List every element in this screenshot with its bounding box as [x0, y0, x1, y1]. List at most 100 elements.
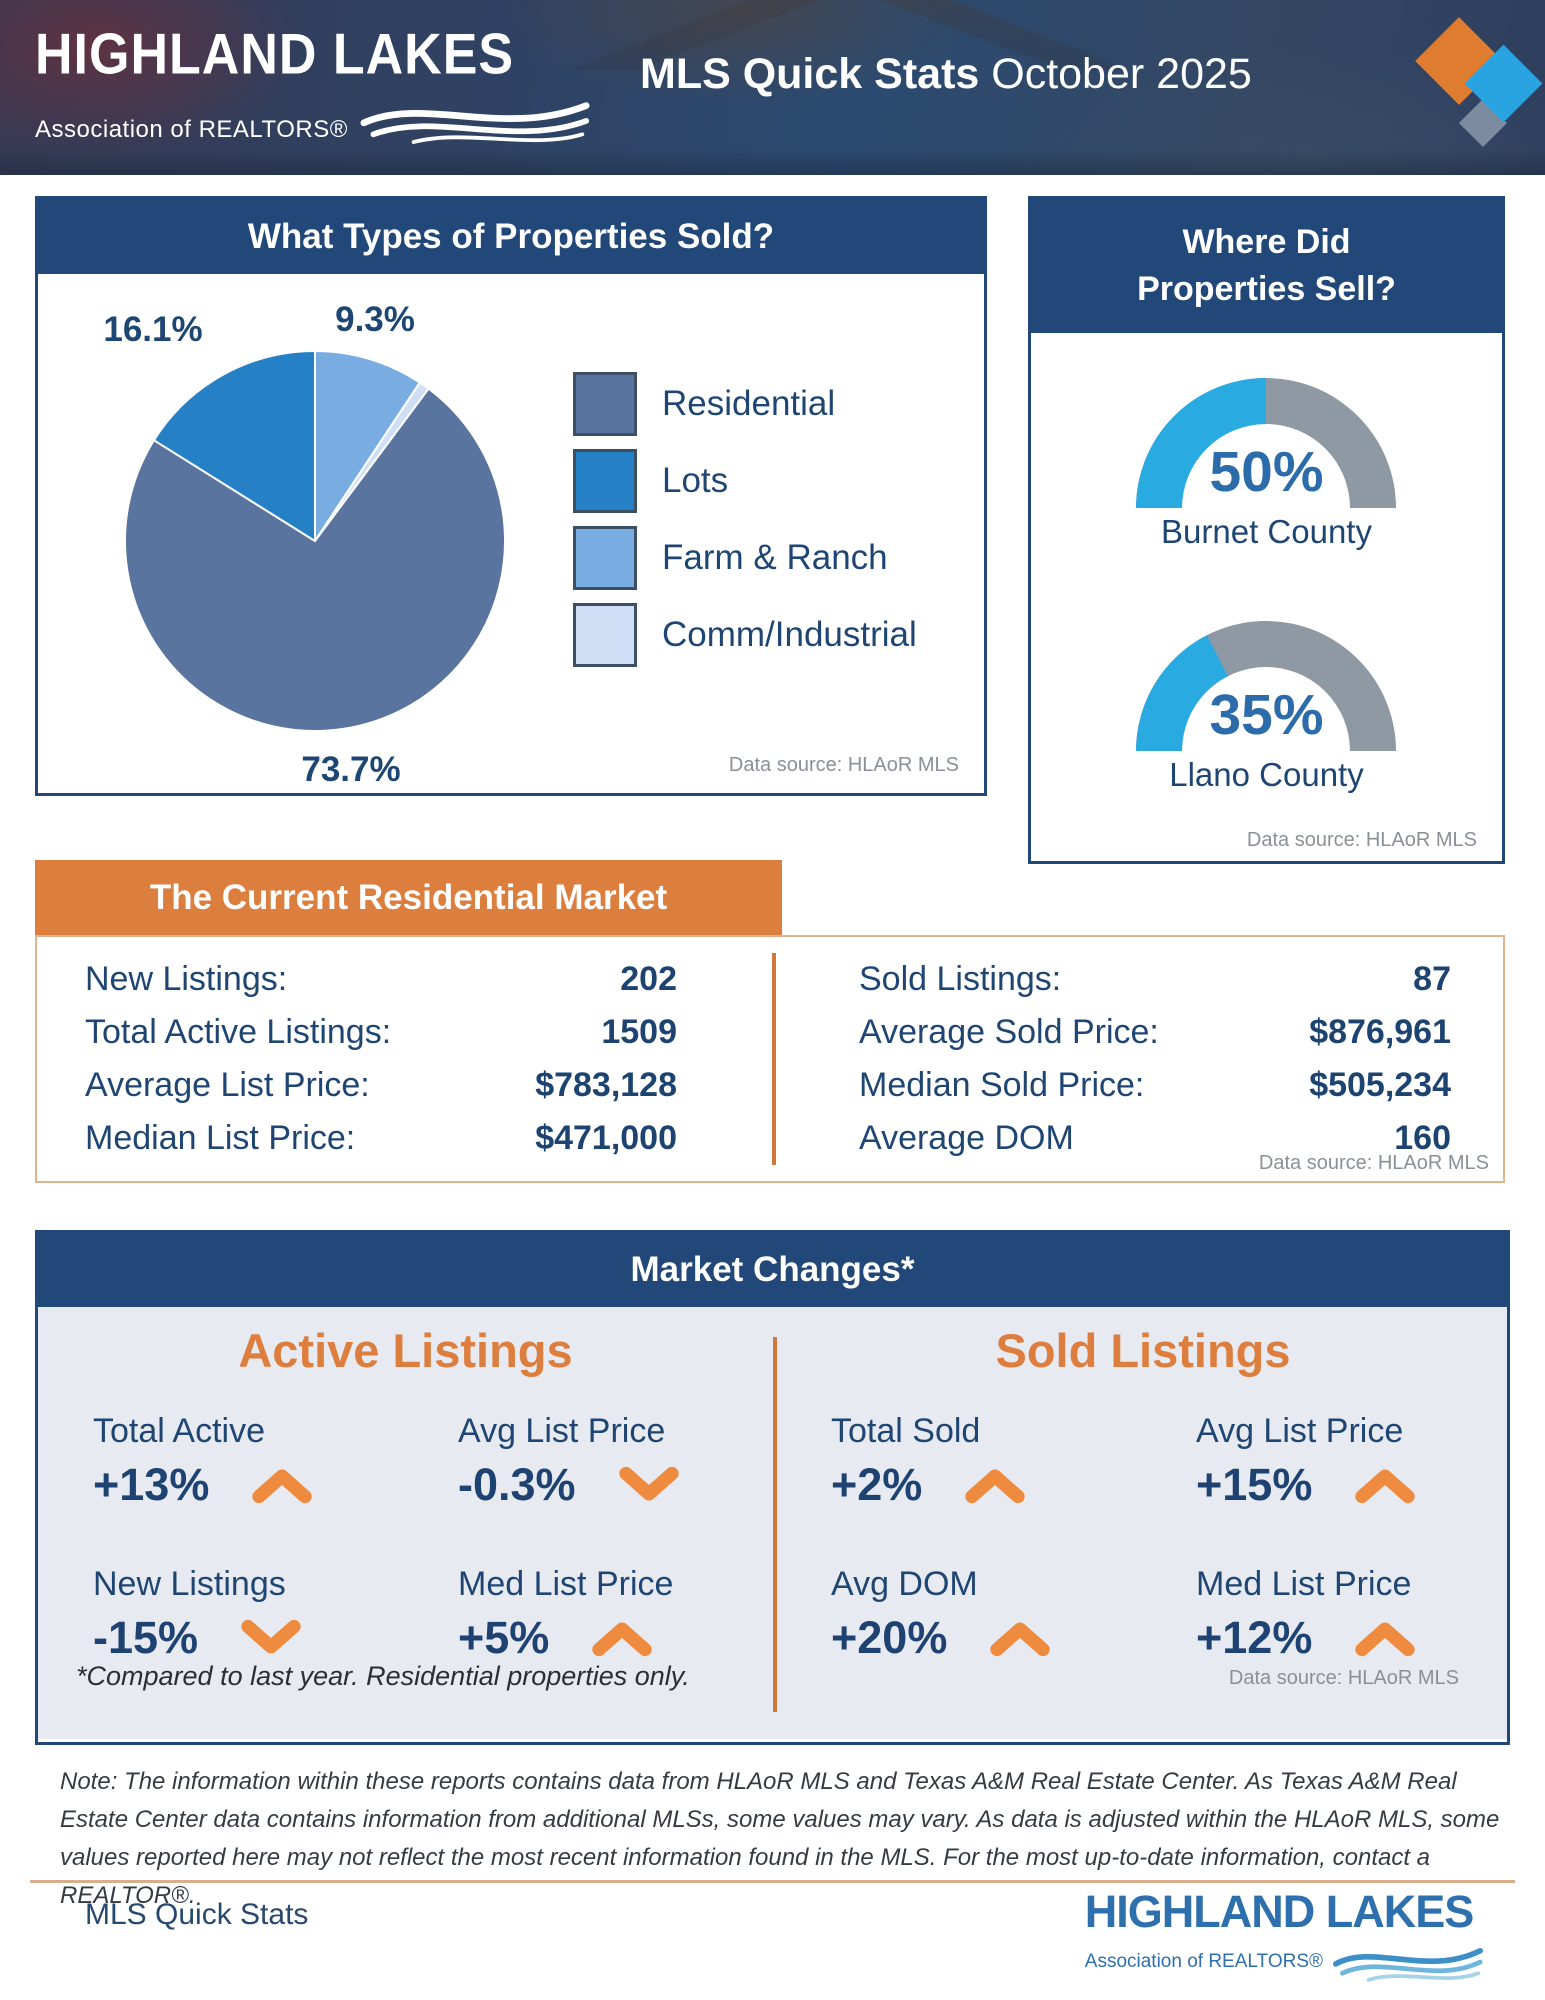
trend-arrow-icon	[252, 1469, 313, 1504]
trend-arrow-icon	[241, 1619, 301, 1654]
legend-item-residential: Residential	[573, 372, 917, 436]
stat-row: Median Sold Price: $505,234	[859, 1059, 1451, 1112]
market-changes-title: Market Changes*	[38, 1233, 1507, 1307]
change-value: +12%	[1196, 1612, 1313, 1663]
change-stat-total-sold: Total Sold +2%	[831, 1412, 1161, 1511]
property-types-panel: What Types of Properties Sold? 16.1% 9.3…	[35, 196, 987, 796]
sold-listings-title: Sold Listings	[995, 1324, 1291, 1377]
change-value: -15%	[93, 1612, 199, 1663]
logo-waves-icon	[360, 102, 590, 144]
stat-value: 87	[1413, 960, 1451, 998]
changes-data-source: Data source: HLAoR MLS	[1228, 1667, 1459, 1689]
stat-label: Average Sold Price:	[859, 1013, 1159, 1051]
change-value: +20%	[831, 1612, 948, 1663]
trend-arrow-icon	[965, 1469, 1025, 1504]
gauge-llano-arc	[1136, 621, 1396, 751]
change-value: +5%	[458, 1612, 550, 1663]
changes-divider	[773, 1337, 777, 1712]
stat-label: Total Active Listings:	[85, 1013, 392, 1051]
pie-chart	[124, 350, 506, 732]
pie-label-lots: 16.1%	[103, 310, 203, 349]
stat-label: New Listings:	[85, 960, 288, 998]
pie-data-source: Data source: HLAoR MLS	[728, 754, 959, 776]
changes-footnote: *Compared to last year. Residential prop…	[76, 1661, 690, 1691]
where-sold-title-line2: Properties Sell?	[1137, 270, 1396, 308]
current-market-title: The Current Residential Market	[35, 860, 782, 935]
trend-arrow-icon	[1355, 1469, 1416, 1504]
market-data-source: Data source: HLAoR MLS	[1258, 1152, 1489, 1174]
footer-page-label: MLS Quick Stats	[85, 1898, 309, 1931]
where-sold-title: Where Did Properties Sell?	[1031, 199, 1502, 333]
change-stat-avg-list-price-sold: Avg List Price +15%	[1196, 1412, 1526, 1511]
change-label: Total Sold	[831, 1412, 981, 1450]
property-types-title: What Types of Properties Sold?	[38, 199, 984, 274]
where-sold-title-line1: Where Did	[1182, 223, 1351, 261]
stat-row: New Listings: 202	[85, 953, 677, 1006]
legend-label-lots: Lots	[662, 461, 729, 500]
legend-label-comm-industrial: Comm/Industrial	[662, 615, 917, 654]
change-label: New Listings	[93, 1565, 286, 1603]
legend-swatch-farm-ranch	[573, 526, 637, 590]
legend-swatch-comm-industrial	[573, 603, 637, 667]
legend-label-residential: Residential	[662, 384, 836, 423]
stat-label: Average List Price:	[85, 1066, 370, 1104]
stat-value: 160	[1394, 1119, 1451, 1157]
gauge-burnet-value: 50%	[1209, 440, 1324, 504]
change-label: Med List Price	[1196, 1565, 1412, 1603]
stat-value: 1509	[601, 1013, 677, 1051]
stat-label: Sold Listings:	[859, 960, 1062, 998]
change-label: Avg DOM	[831, 1565, 978, 1603]
footer-logo-wordmark: HIGHLAND LAKES	[1084, 1886, 1475, 1937]
change-stat-total-active: Total Active +13%	[93, 1412, 423, 1511]
pie-legend: Residential Lots Farm & Ranch Comm/Indus…	[573, 372, 917, 680]
stat-row: Median List Price: $471,000	[85, 1112, 677, 1165]
change-label: Total Active	[93, 1412, 265, 1450]
legend-label-farm-ranch: Farm & Ranch	[662, 538, 888, 577]
stat-value: $505,234	[1309, 1066, 1451, 1104]
legend-swatch-residential	[573, 372, 637, 436]
header-banner: HIGHLAND LAKES Association of REALTORS® …	[0, 0, 1545, 175]
market-divider	[772, 953, 776, 1165]
legend-item-farm-ranch: Farm & Ranch	[573, 526, 917, 590]
market-stats-left: New Listings: 202 Total Active Listings: 1…	[85, 953, 677, 1165]
market-changes-body: Active Listings Sold Listings Total Acti…	[38, 1307, 1507, 1739]
legend-item-comm-industrial: Comm/Industrial	[573, 603, 917, 667]
trend-arrow-icon	[1355, 1622, 1416, 1657]
stat-value: $471,000	[535, 1119, 677, 1157]
legend-item-lots: Lots	[573, 449, 917, 513]
current-market-panel: New Listings: 202 Total Active Listings: 1…	[35, 935, 1505, 1183]
stat-value: $876,961	[1309, 1013, 1451, 1051]
change-stat-new-listings: New Listings -15%	[93, 1565, 423, 1664]
change-stat-avg-list-price-active: Avg List Price -0.3%	[458, 1412, 788, 1511]
stat-label: Average DOM	[859, 1119, 1074, 1157]
pie-label-farm-ranch: 9.3%	[335, 300, 415, 339]
change-stat-med-list-price-active: Med List Price +5%	[458, 1565, 788, 1664]
footer-logo-waves-icon	[1333, 1947, 1483, 1982]
hlaor-logo: HIGHLAND LAKES Association of REALTORS®	[35, 22, 590, 144]
property-types-chart: 16.1% 9.3% 73.7% Residential Lots Farm &…	[38, 274, 984, 793]
market-stats-right: Sold Listings: 87 Average Sold Price: $876…	[859, 953, 1451, 1165]
legend-swatch-lots	[573, 449, 637, 513]
footer-logo: HIGHLAND LAKES Association of REALTORS®	[1085, 1886, 1483, 1984]
active-listings-title: Active Listings	[238, 1324, 573, 1377]
change-value: +2%	[831, 1459, 923, 1510]
page-title: MLS Quick Stats October 2025	[640, 50, 1252, 99]
change-label: Avg List Price	[1196, 1412, 1404, 1450]
trend-arrow-icon	[592, 1622, 652, 1657]
stat-row: Total Active Listings: 1509	[85, 1006, 677, 1059]
stat-value: $783,128	[535, 1066, 677, 1104]
change-label: Avg List Price	[458, 1412, 666, 1450]
stat-row: Average Sold Price: $876,961	[859, 1006, 1451, 1059]
stat-value: 202	[620, 960, 677, 998]
county-gauges: 50% Burnet County 35% Llano County Data …	[1031, 333, 1502, 858]
change-value: +13%	[93, 1459, 210, 1510]
stat-row: Average List Price: $783,128	[85, 1059, 677, 1112]
change-stat-avg-dom: Avg DOM +20%	[831, 1565, 1161, 1664]
page-title-date: October 2025	[991, 50, 1252, 98]
trend-arrow-icon	[618, 1466, 679, 1501]
gauge-llano-value: 35%	[1209, 683, 1324, 747]
stat-row: Average DOM 160	[859, 1112, 1451, 1165]
trend-arrow-icon	[990, 1622, 1051, 1657]
footer-divider	[30, 1880, 1515, 1883]
gauge-burnet-arc	[1136, 378, 1396, 508]
